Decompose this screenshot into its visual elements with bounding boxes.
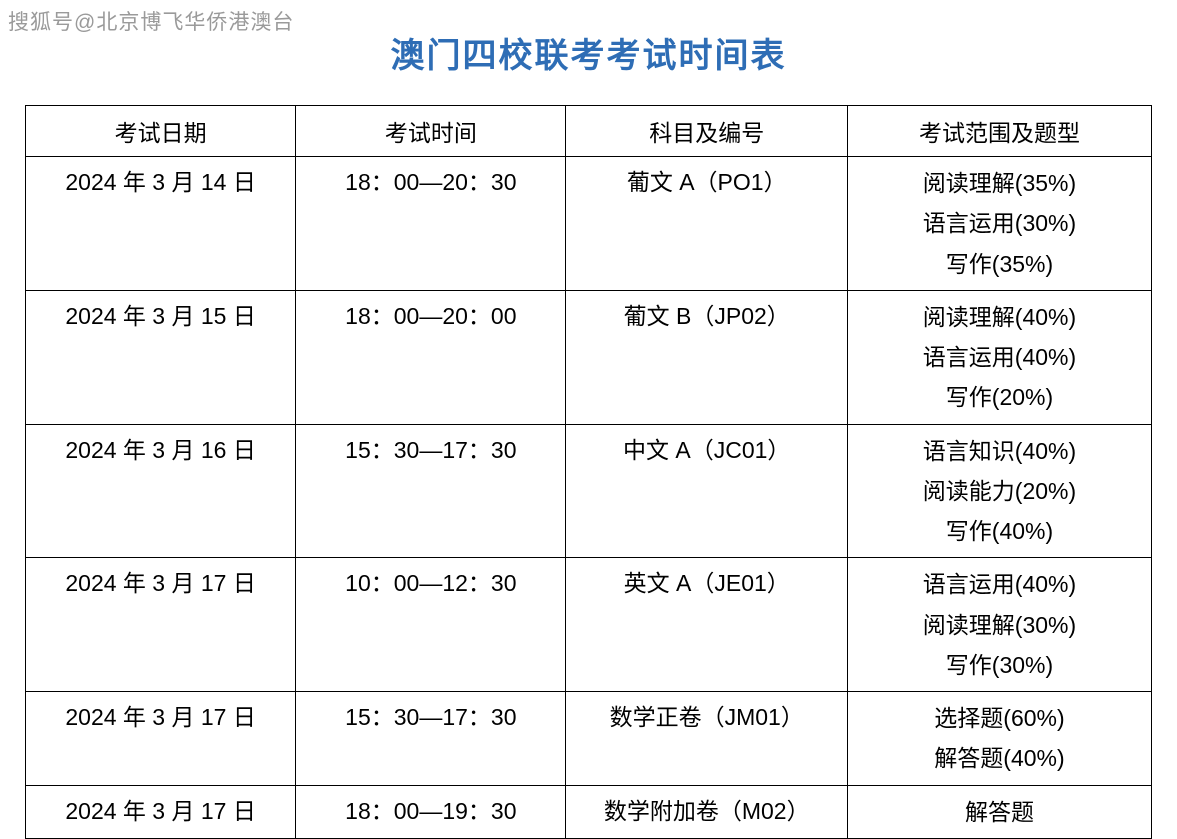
table-row: 2024 年 3 月 17 日10：00—12：30英文 A（JE01）语言运用…: [26, 558, 1152, 692]
scope-line: 选择题(60%): [852, 698, 1147, 738]
header-time: 考试时间: [296, 106, 566, 157]
cell-time: 18：00—19：30: [296, 785, 566, 838]
scope-line: 阅读理解(35%): [852, 163, 1147, 203]
cell-scope: 解答题: [847, 785, 1151, 838]
scope-line: 写作(40%): [852, 511, 1147, 551]
scope-line: 语言运用(40%): [852, 564, 1147, 604]
cell-subject: 葡文 A（PO1）: [566, 157, 848, 291]
cell-time: 15：30—17：30: [296, 424, 566, 558]
scope-line: 写作(30%): [852, 645, 1147, 685]
scope-line: 写作(35%): [852, 244, 1147, 284]
cell-date: 2024 年 3 月 15 日: [26, 290, 296, 424]
scope-line: 语言运用(40%): [852, 337, 1147, 377]
table-row: 2024 年 3 月 16 日15：30—17：30中文 A（JC01）语言知识…: [26, 424, 1152, 558]
cell-time: 18：00—20：00: [296, 290, 566, 424]
cell-date: 2024 年 3 月 17 日: [26, 558, 296, 692]
cell-time: 10：00—12：30: [296, 558, 566, 692]
scope-line: 写作(20%): [852, 377, 1147, 417]
scope-line: 解答题: [852, 792, 1147, 832]
cell-date: 2024 年 3 月 14 日: [26, 157, 296, 291]
cell-scope: 阅读理解(40%)语言运用(40%)写作(20%): [847, 290, 1151, 424]
header-scope: 考试范围及题型: [847, 106, 1151, 157]
header-date: 考试日期: [26, 106, 296, 157]
table-row: 2024 年 3 月 14 日18：00—20：30葡文 A（PO1）阅读理解(…: [26, 157, 1152, 291]
cell-scope: 语言运用(40%)阅读理解(30%)写作(30%): [847, 558, 1151, 692]
scope-line: 阅读理解(30%): [852, 605, 1147, 645]
exam-schedule-table: 考试日期 考试时间 科目及编号 考试范围及题型 2024 年 3 月 14 日1…: [25, 105, 1152, 839]
cell-subject: 数学正卷（JM01）: [566, 692, 848, 786]
cell-scope: 阅读理解(35%)语言运用(30%)写作(35%): [847, 157, 1151, 291]
scope-line: 阅读理解(40%): [852, 297, 1147, 337]
cell-scope: 语言知识(40%)阅读能力(20%)写作(40%): [847, 424, 1151, 558]
scope-line: 阅读能力(20%): [852, 471, 1147, 511]
cell-subject: 葡文 B（JP02）: [566, 290, 848, 424]
cell-scope: 选择题(60%)解答题(40%): [847, 692, 1151, 786]
cell-time: 15：30—17：30: [296, 692, 566, 786]
header-subject: 科目及编号: [566, 106, 848, 157]
table-row: 2024 年 3 月 17 日15：30—17：30数学正卷（JM01）选择题(…: [26, 692, 1152, 786]
table-row: 2024 年 3 月 15 日18：00—20：00葡文 B（JP02）阅读理解…: [26, 290, 1152, 424]
table-row: 2024 年 3 月 17 日18：00—19：30数学附加卷（M02）解答题: [26, 785, 1152, 838]
cell-date: 2024 年 3 月 17 日: [26, 692, 296, 786]
scope-line: 解答题(40%): [852, 738, 1147, 778]
cell-subject: 英文 A（JE01）: [566, 558, 848, 692]
scope-line: 语言运用(30%): [852, 203, 1147, 243]
cell-subject: 中文 A（JC01）: [566, 424, 848, 558]
scope-line: 语言知识(40%): [852, 431, 1147, 471]
table-body: 2024 年 3 月 14 日18：00—20：30葡文 A（PO1）阅读理解(…: [26, 157, 1152, 839]
watermark-text: 搜狐号@北京博飞华侨港澳台: [8, 6, 294, 36]
table-header-row: 考试日期 考试时间 科目及编号 考试范围及题型: [26, 106, 1152, 157]
cell-date: 2024 年 3 月 16 日: [26, 424, 296, 558]
cell-date: 2024 年 3 月 17 日: [26, 785, 296, 838]
cell-subject: 数学附加卷（M02）: [566, 785, 848, 838]
cell-time: 18：00—20：30: [296, 157, 566, 291]
